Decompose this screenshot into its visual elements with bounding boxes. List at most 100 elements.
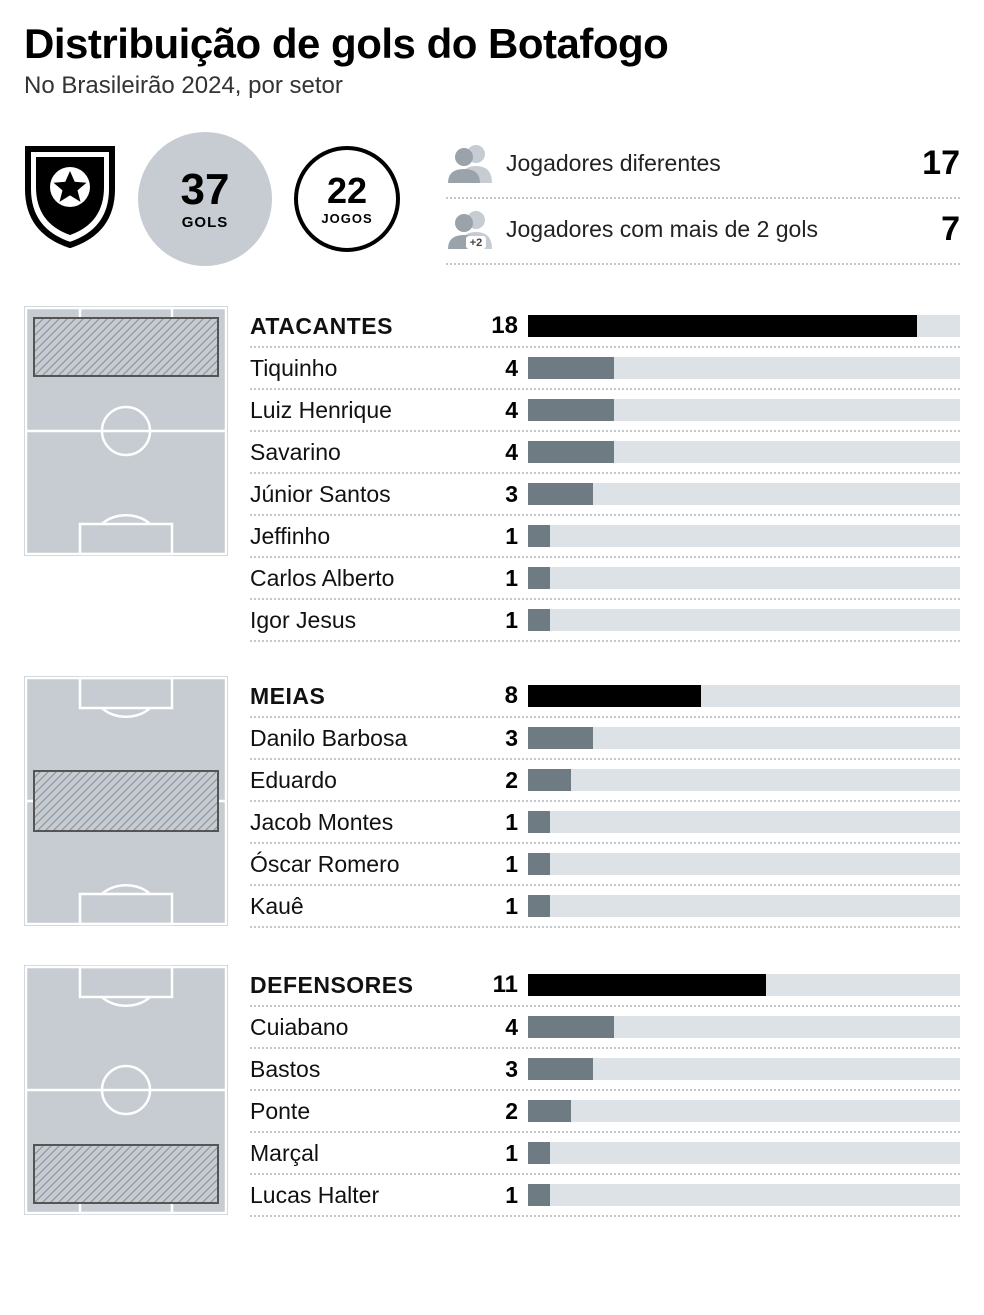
player-name: Lucas Halter (250, 1182, 480, 1209)
gols-label: GOLS (182, 214, 229, 231)
player-name: Carlos Alberto (250, 565, 480, 592)
goal-value: 18 (480, 312, 528, 340)
player-row: Jacob Montes1 (250, 802, 960, 844)
player-row: Júnior Santos3 (250, 474, 960, 516)
bar-fill (528, 769, 571, 791)
bar-track (528, 1058, 960, 1080)
players-icon (446, 143, 494, 183)
player-name: Júnior Santos (250, 481, 480, 508)
goal-value: 11 (480, 971, 528, 999)
bar-track (528, 1184, 960, 1206)
player-row: Lucas Halter1 (250, 1175, 960, 1217)
player-row: Ponte2 (250, 1091, 960, 1133)
bar-fill (528, 567, 550, 589)
goal-value: 1 (480, 851, 528, 878)
kpi-value: 7 (941, 210, 960, 249)
bar-fill (528, 609, 550, 631)
pitch-wrap (24, 965, 228, 1220)
pitch-wrap (24, 676, 228, 931)
bar-track (528, 685, 960, 707)
bar-track (528, 441, 960, 463)
bar-fill (528, 525, 550, 547)
goal-value: 3 (480, 1056, 528, 1083)
goal-value: 3 (480, 481, 528, 508)
goal-value: 4 (480, 439, 528, 466)
kpi-list: Jogadores diferentes17+2Jogadores com ma… (446, 133, 960, 265)
bar-fill (528, 685, 701, 707)
bar-fill (528, 441, 614, 463)
kpi-label: Jogadores com mais de 2 gols (506, 216, 941, 243)
bar-track (528, 1142, 960, 1164)
player-row: Marçal1 (250, 1133, 960, 1175)
goal-value: 1 (480, 565, 528, 592)
player-name: Savarino (250, 439, 480, 466)
bar-track (528, 811, 960, 833)
goal-value: 1 (480, 1182, 528, 1209)
section: ATACANTES18Tiquinho4Luiz Henrique4Savari… (24, 306, 960, 642)
player-row: Danilo Barbosa3 (250, 718, 960, 760)
goal-value: 1 (480, 1140, 528, 1167)
player-name: Igor Jesus (250, 607, 480, 634)
section-title: DEFENSORES (250, 972, 480, 999)
player-row: Kauê1 (250, 886, 960, 928)
bar-track (528, 895, 960, 917)
goal-value: 4 (480, 355, 528, 382)
bar-fill (528, 1184, 550, 1206)
section: DEFENSORES11Cuiabano4Bastos3Ponte2Marçal… (24, 965, 960, 1220)
bar-track (528, 1100, 960, 1122)
player-name: Óscar Romero (250, 851, 480, 878)
goal-value: 8 (480, 682, 528, 710)
player-row: Bastos3 (250, 1049, 960, 1091)
bar-fill (528, 483, 593, 505)
bar-track (528, 1016, 960, 1038)
bar-track (528, 853, 960, 875)
player-row: Cuiabano4 (250, 1007, 960, 1049)
player-name: Eduardo (250, 767, 480, 794)
pitch-icon (24, 676, 228, 926)
bar-track (528, 483, 960, 505)
player-name: Luiz Henrique (250, 397, 480, 424)
player-name: Ponte (250, 1098, 480, 1125)
player-row: Jeffinho1 (250, 516, 960, 558)
bar-fill (528, 1142, 550, 1164)
player-name: Danilo Barbosa (250, 725, 480, 752)
player-row: Carlos Alberto1 (250, 558, 960, 600)
player-name: Kauê (250, 893, 480, 920)
section-title: ATACANTES (250, 313, 480, 340)
bar-fill (528, 1058, 593, 1080)
section-header-row: MEIAS8 (250, 676, 960, 718)
bar-fill (528, 895, 550, 917)
rows: MEIAS8Danilo Barbosa3Eduardo2Jacob Monte… (250, 676, 960, 931)
player-name: Cuiabano (250, 1014, 480, 1041)
bar-track (528, 609, 960, 631)
goal-value: 3 (480, 725, 528, 752)
player-name: Tiquinho (250, 355, 480, 382)
player-name: Marçal (250, 1140, 480, 1167)
section-header-row: DEFENSORES11 (250, 965, 960, 1007)
bar-track (528, 567, 960, 589)
player-row: Igor Jesus1 (250, 600, 960, 642)
goal-value: 1 (480, 893, 528, 920)
bar-fill (528, 357, 614, 379)
bar-fill (528, 811, 550, 833)
section: MEIAS8Danilo Barbosa3Eduardo2Jacob Monte… (24, 676, 960, 931)
player-name: Bastos (250, 1056, 480, 1083)
rows: DEFENSORES11Cuiabano4Bastos3Ponte2Marçal… (250, 965, 960, 1220)
goal-value: 1 (480, 523, 528, 550)
stat-circle-gols: 37 GOLS (138, 132, 272, 266)
kpi-value: 17 (922, 144, 960, 183)
bar-fill (528, 315, 917, 337)
rows: ATACANTES18Tiquinho4Luiz Henrique4Savari… (250, 306, 960, 642)
gols-value: 37 (181, 168, 230, 212)
goal-value: 2 (480, 767, 528, 794)
bar-track (528, 525, 960, 547)
goal-value: 2 (480, 1098, 528, 1125)
player-row: Eduardo2 (250, 760, 960, 802)
section-title: MEIAS (250, 683, 480, 710)
bar-track (528, 315, 960, 337)
bar-fill (528, 727, 593, 749)
player-row: Savarino4 (250, 432, 960, 474)
summary-row: 37 GOLS 22 JOGOS Jogadores diferentes17+… (24, 132, 960, 266)
bar-track (528, 769, 960, 791)
goal-value: 1 (480, 607, 528, 634)
